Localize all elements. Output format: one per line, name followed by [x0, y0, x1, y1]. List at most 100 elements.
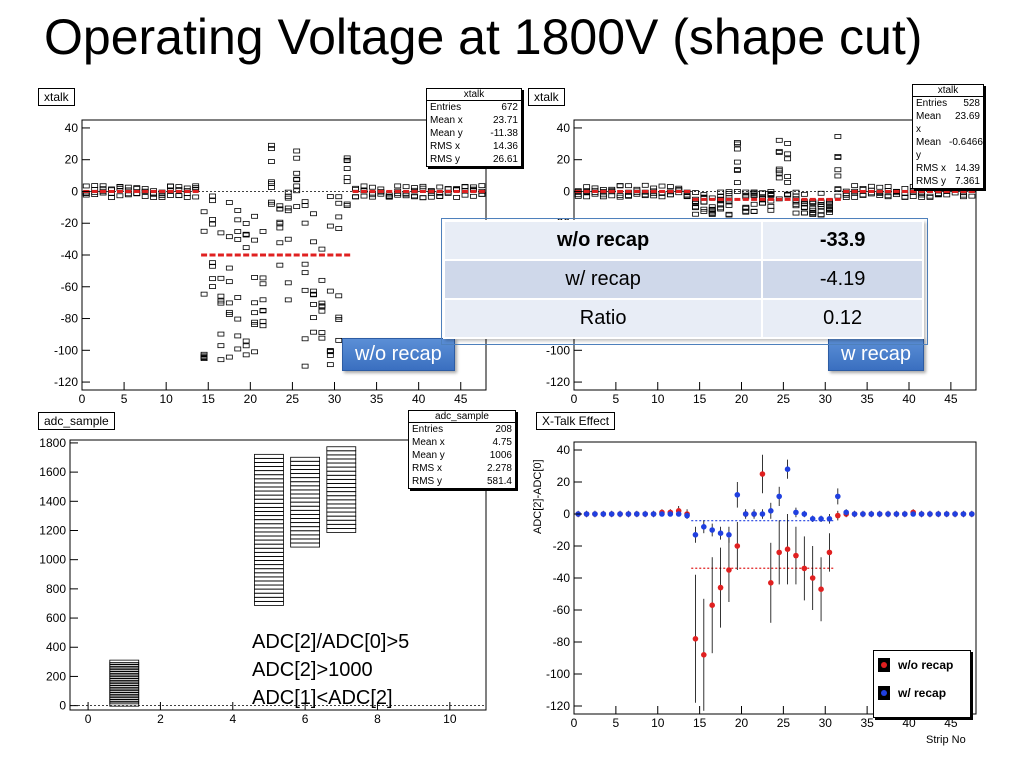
mean-marker	[684, 189, 691, 193]
entry-box	[109, 659, 140, 665]
stats-title: xtalk	[427, 89, 521, 101]
table-cell: w/o recap	[442, 220, 764, 261]
mean-marker	[386, 189, 393, 193]
hist-title: xtalk	[38, 88, 75, 106]
entry-box	[335, 293, 343, 299]
data-point	[684, 512, 690, 519]
entry-box	[254, 531, 284, 537]
entry-box	[666, 192, 674, 198]
data-point	[726, 532, 732, 538]
data-point	[608, 511, 615, 517]
stats-value: 581.4	[486, 476, 512, 487]
entry-box	[310, 315, 317, 321]
entry-box	[717, 189, 725, 195]
entry-box	[326, 515, 357, 521]
entry-box	[733, 140, 741, 145]
mean-marker	[617, 189, 624, 193]
stats-row: RMS x 2.278	[409, 462, 515, 475]
entry-box	[616, 183, 624, 188]
mean-marker	[369, 189, 376, 193]
mean-marker	[293, 253, 300, 257]
entry-box	[234, 316, 242, 322]
data-point	[592, 511, 598, 517]
entry-box	[817, 202, 825, 208]
entry-box	[792, 189, 800, 195]
mean-marker	[801, 197, 808, 201]
mean-marker	[717, 197, 724, 201]
entry-box	[254, 507, 284, 512]
entry-box	[733, 141, 741, 147]
entry-box	[290, 522, 320, 528]
legend: w/o recap w/ recap	[873, 650, 971, 718]
entry-box	[301, 261, 309, 267]
table-cell: -4.19	[761, 259, 924, 300]
stats-row: RMS y 581.4	[409, 475, 515, 488]
entry-box	[901, 194, 909, 200]
table-row: w/o recap -33.9	[442, 220, 924, 261]
entry-box	[268, 159, 275, 164]
entry-box	[234, 333, 242, 339]
mean-marker	[952, 189, 959, 193]
entry-box	[326, 474, 357, 480]
entry-box	[254, 560, 284, 565]
mean-marker	[860, 189, 867, 193]
entry-box	[436, 193, 444, 199]
entry-box	[284, 189, 292, 195]
entry-box	[343, 175, 351, 180]
x-tick-label: 20	[735, 716, 749, 730]
x-tick-label: 35	[370, 392, 384, 406]
mean-marker	[268, 253, 275, 257]
entry-box	[583, 184, 591, 190]
adc-sample-plot: 0 2 4 6 8 10 1800 1600 1400 1200 1000 800 600 400 200 0	[39, 436, 487, 726]
mean-marker	[310, 253, 317, 257]
x-tick-label: 35	[860, 392, 874, 406]
data-point	[642, 511, 648, 517]
entry-box	[784, 151, 792, 157]
entry-box	[784, 141, 792, 146]
mean-marker	[453, 189, 460, 193]
entry-box	[692, 190, 699, 196]
entry-box	[335, 194, 343, 200]
entry-box	[775, 175, 783, 181]
entry-box	[834, 154, 842, 159]
mean-marker	[108, 189, 115, 193]
entry-box	[259, 297, 267, 303]
entry-box	[826, 206, 833, 212]
mean-marker	[834, 197, 841, 201]
data-point	[701, 652, 707, 658]
entry-box	[343, 179, 351, 185]
entry-box	[290, 481, 320, 487]
stats-key: Mean y	[430, 128, 463, 139]
mean-marker	[592, 189, 599, 193]
data-point	[717, 584, 724, 591]
y-tick-label: 600	[46, 611, 66, 625]
entry-box	[326, 528, 357, 533]
stats-value: 528	[963, 98, 980, 109]
entry-box	[692, 211, 699, 217]
entry-box	[842, 195, 850, 200]
entry-box	[284, 297, 292, 303]
entry-box	[775, 148, 783, 154]
mean-marker	[700, 197, 707, 201]
mean-marker	[167, 189, 174, 193]
data-point	[826, 516, 833, 522]
data-point	[709, 527, 715, 533]
entry-box	[318, 330, 326, 335]
data-point	[902, 511, 908, 517]
stats-box: adc_sample Entries 208 Mean x 4.75 Mean y 1…	[408, 410, 516, 489]
entry-box	[284, 236, 292, 242]
entry-box	[616, 194, 624, 200]
entry-box	[225, 279, 233, 285]
x-tick-label: 30	[328, 392, 342, 406]
entry-box	[254, 453, 284, 459]
entry-box	[290, 473, 320, 479]
mean-marker	[793, 197, 800, 201]
entry-box	[254, 539, 284, 545]
mean-marker	[633, 189, 640, 193]
hist-title: xtalk	[528, 88, 565, 106]
mean-marker	[960, 189, 967, 193]
entry-box	[427, 194, 435, 200]
data-point	[801, 565, 808, 572]
entry-box	[318, 246, 326, 252]
x-tick-label: 45	[944, 392, 958, 406]
